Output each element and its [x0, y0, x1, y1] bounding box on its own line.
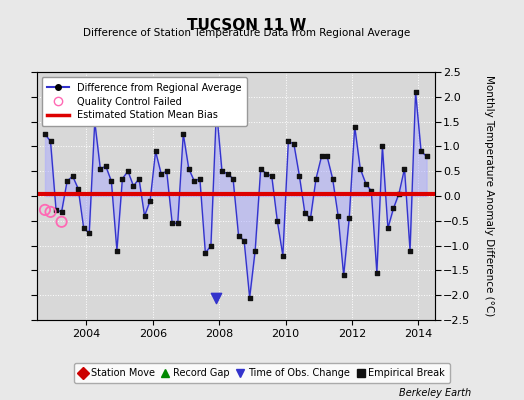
Point — [223, 170, 232, 177]
Point — [256, 166, 265, 172]
Point — [46, 138, 54, 145]
Point — [312, 176, 320, 182]
Y-axis label: Monthly Temperature Anomaly Difference (°C): Monthly Temperature Anomaly Difference (… — [484, 75, 494, 317]
Point — [273, 218, 281, 224]
Point — [362, 180, 370, 187]
Point — [107, 178, 115, 184]
Point — [96, 166, 104, 172]
Point — [422, 153, 431, 160]
Legend: Station Move, Record Gap, Time of Obs. Change, Empirical Break: Station Move, Record Gap, Time of Obs. C… — [74, 363, 450, 383]
Point — [118, 176, 127, 182]
Point — [395, 190, 403, 197]
Point — [351, 123, 359, 130]
Point — [234, 232, 243, 239]
Point — [85, 230, 93, 236]
Point — [251, 247, 259, 254]
Point — [80, 225, 88, 232]
Point — [290, 141, 298, 147]
Point — [102, 163, 110, 170]
Point — [168, 220, 177, 226]
Point — [345, 215, 353, 222]
Point — [356, 166, 364, 172]
Point — [57, 209, 66, 215]
Point — [140, 213, 149, 219]
Point — [367, 188, 376, 194]
Point — [63, 178, 71, 184]
Point — [245, 294, 254, 301]
Point — [212, 106, 221, 112]
Point — [378, 143, 387, 150]
Point — [218, 168, 226, 174]
Point — [113, 247, 121, 254]
Point — [262, 170, 270, 177]
Point — [162, 168, 171, 174]
Point — [195, 176, 204, 182]
Point — [74, 185, 82, 192]
Point — [295, 173, 303, 179]
Point — [52, 207, 60, 213]
Point — [201, 250, 210, 256]
Point — [41, 131, 49, 137]
Point — [184, 166, 193, 172]
Point — [318, 153, 326, 160]
Point — [229, 176, 237, 182]
Point — [46, 209, 54, 215]
Point — [268, 173, 276, 179]
Text: TUCSON 11 W: TUCSON 11 W — [187, 18, 306, 33]
Point — [279, 252, 287, 259]
Point — [173, 220, 182, 226]
Point — [411, 89, 420, 95]
Point — [179, 131, 188, 137]
Point — [400, 166, 409, 172]
Point — [206, 242, 215, 249]
Point — [334, 213, 342, 219]
Point — [57, 218, 66, 225]
Point — [384, 225, 392, 232]
Point — [69, 173, 77, 179]
Point — [306, 215, 314, 222]
Point — [212, 294, 221, 301]
Point — [190, 178, 199, 184]
Point — [389, 205, 398, 212]
Text: Difference of Station Temperature Data from Regional Average: Difference of Station Temperature Data f… — [83, 28, 410, 38]
Point — [284, 138, 292, 145]
Point — [91, 118, 99, 125]
Point — [129, 183, 138, 189]
Point — [406, 247, 414, 254]
Legend: Difference from Regional Average, Quality Control Failed, Estimated Station Mean: Difference from Regional Average, Qualit… — [41, 77, 247, 126]
Point — [323, 153, 331, 160]
Point — [417, 148, 425, 154]
Point — [240, 238, 248, 244]
Point — [301, 210, 309, 216]
Point — [340, 272, 348, 278]
Point — [146, 198, 154, 204]
Point — [124, 168, 132, 174]
Point — [157, 170, 165, 177]
Point — [135, 176, 143, 182]
Point — [329, 176, 337, 182]
Point — [151, 148, 160, 154]
Point — [373, 270, 381, 276]
Text: Berkeley Earth: Berkeley Earth — [399, 388, 472, 398]
Point — [41, 207, 49, 213]
